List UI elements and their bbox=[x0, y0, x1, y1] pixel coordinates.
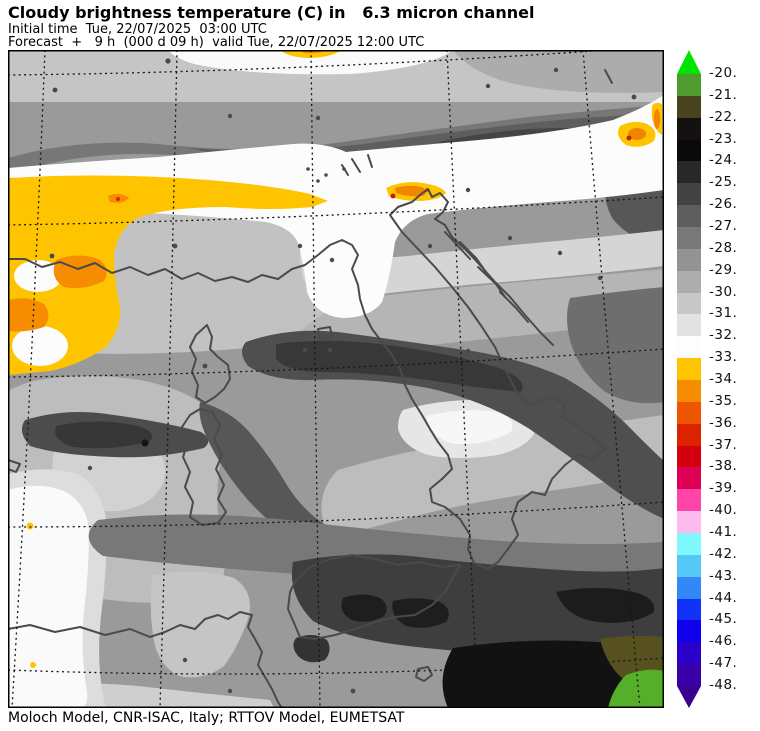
colorbar-segment bbox=[677, 445, 701, 468]
colorbar-segment bbox=[677, 248, 701, 271]
colorbar-segment bbox=[677, 664, 701, 687]
colorbar-segment bbox=[677, 95, 701, 118]
west-white-area bbox=[8, 485, 89, 708]
colorbar-segment bbox=[677, 117, 701, 140]
colorbar-tick-label: -20. bbox=[709, 65, 738, 81]
colorbar-tick-label: -48. bbox=[709, 677, 738, 693]
colorbar-segment bbox=[677, 380, 701, 402]
colorbar-segment bbox=[677, 161, 701, 184]
colorbar-segment bbox=[677, 423, 701, 446]
map-field bbox=[8, 50, 664, 708]
credit-line: Moloch Model, CNR-ISAC, Italy; RTTOV Mod… bbox=[8, 710, 405, 726]
sicily-coastline bbox=[287, 554, 461, 640]
colorbar-segments bbox=[677, 74, 701, 687]
colorbar-segment bbox=[677, 489, 701, 512]
colorbar-segment bbox=[677, 270, 701, 293]
colorbar-labels: -20. -21. -22. -23. -24. -25. -26. -27. -28. -29.… bbox=[709, 0, 759, 731]
colorbar-segment bbox=[677, 205, 701, 228]
colorbar-segment bbox=[677, 314, 701, 337]
colorbar-segment bbox=[677, 292, 701, 315]
italy-coastline bbox=[8, 188, 606, 570]
initial-time-line: Initial time Tue, 22/07/2025 03:00 UTC bbox=[8, 22, 267, 37]
colorbar-segment bbox=[677, 554, 701, 577]
colorbar-tick-label: -26. bbox=[709, 196, 738, 213]
colorbar-tick-label: -38. bbox=[709, 458, 738, 475]
colorbar-tick-label: -46. bbox=[709, 633, 738, 650]
weather-map bbox=[8, 50, 664, 708]
colorbar-segment bbox=[677, 358, 701, 381]
colorbar-tick-label: -40. bbox=[709, 502, 738, 519]
map-dots bbox=[49, 58, 637, 694]
colorbar-tick-label: -42. bbox=[709, 545, 738, 562]
colorbar-tick-label: -22. bbox=[709, 108, 738, 125]
colorbar-segment bbox=[677, 74, 701, 96]
colorbar-tick-label: -24. bbox=[709, 152, 738, 169]
colorbar-segment bbox=[677, 139, 701, 162]
colorbar-tick-label: -31. bbox=[709, 305, 738, 322]
colorbar-tick-label: -37. bbox=[709, 436, 738, 453]
colorbar-tick-label: -29. bbox=[709, 261, 738, 278]
colorbar-tick-label: -41. bbox=[709, 524, 738, 540]
colorbar-arrow-up bbox=[677, 50, 701, 74]
colorbar-tick-label: -30. bbox=[709, 283, 738, 300]
colorbar-segment bbox=[677, 598, 701, 621]
colorbar-tick-label: -23. bbox=[709, 130, 738, 147]
colorbar-tick-label: -45. bbox=[709, 611, 738, 628]
colorbar-segment bbox=[677, 183, 701, 206]
white-cloud-band bbox=[8, 95, 664, 318]
colorbar-segment bbox=[677, 511, 701, 534]
corner-green-patch bbox=[608, 669, 664, 708]
colorbar-segment bbox=[677, 533, 701, 555]
colorbar-segment bbox=[677, 467, 701, 490]
colorbar-tick-label: -25. bbox=[709, 174, 738, 191]
colorbar-tick-label: -28. bbox=[709, 239, 738, 256]
colorbar-segment bbox=[677, 620, 701, 643]
colorbar-segment bbox=[677, 642, 701, 665]
africa-coastline bbox=[8, 611, 283, 708]
colorbar-tick-label: -39. bbox=[709, 480, 738, 497]
coastlines bbox=[8, 69, 613, 708]
forecast-line: Forecast + 9 h (000 d 09 h) valid Tue, 2… bbox=[8, 35, 425, 50]
gold-cloud-band bbox=[8, 175, 328, 375]
colorbar-tick-label: -21. bbox=[709, 86, 738, 103]
colorbar-tick-label: -35. bbox=[709, 392, 738, 409]
map-frame bbox=[8, 50, 664, 708]
top-edge-gold-sliver bbox=[280, 50, 342, 58]
colorbar-segment bbox=[677, 336, 701, 359]
colorbar-tick-label: -36. bbox=[709, 414, 738, 431]
colorbar-tick-label: -47. bbox=[709, 655, 738, 672]
colorbar-segment bbox=[677, 401, 701, 424]
colorbar bbox=[677, 50, 701, 708]
colorbar-tick-label: -34. bbox=[709, 371, 738, 387]
colorbar-tick-label: -44. bbox=[709, 589, 738, 606]
corsica-coastline bbox=[189, 324, 231, 404]
page-title: Cloudy brightness temperature (C) in 6.3… bbox=[8, 3, 535, 22]
colorbar-arrow-down bbox=[677, 686, 701, 708]
sardinia-coastline bbox=[181, 408, 227, 526]
colorbar-segment bbox=[677, 227, 701, 249]
colorbar-tick-label: -32. bbox=[709, 327, 738, 344]
colorbar-tick-label: -27. bbox=[709, 218, 738, 234]
graticule bbox=[8, 50, 664, 708]
colorbar-tick-label: -43. bbox=[709, 567, 738, 584]
colorbar-tick-label: -33. bbox=[709, 349, 738, 366]
colorbar-segment bbox=[677, 576, 701, 599]
central-dark-band bbox=[241, 330, 664, 519]
